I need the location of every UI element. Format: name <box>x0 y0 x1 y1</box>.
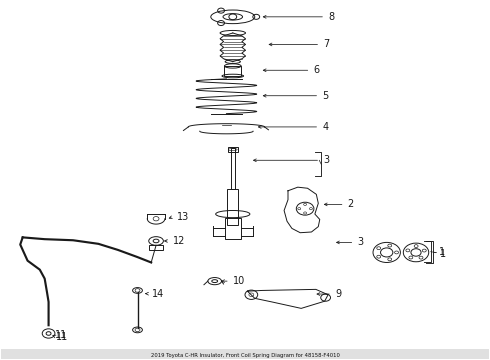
Text: 1: 1 <box>440 248 445 258</box>
Text: 13: 13 <box>176 212 189 221</box>
Bar <box>224 66 241 76</box>
Bar <box>231 148 235 189</box>
Text: 9: 9 <box>335 289 341 299</box>
Bar <box>0 348 490 360</box>
Bar <box>228 147 238 152</box>
Text: 7: 7 <box>323 40 329 49</box>
Text: 3: 3 <box>357 237 364 247</box>
Text: 4: 4 <box>322 122 328 132</box>
Text: 1: 1 <box>439 247 444 257</box>
Text: 11: 11 <box>56 332 69 342</box>
Bar <box>227 189 238 225</box>
Text: 10: 10 <box>233 276 245 286</box>
Text: 12: 12 <box>172 236 185 246</box>
Text: 8: 8 <box>328 12 334 22</box>
Bar <box>225 218 241 239</box>
Text: 11: 11 <box>55 330 68 340</box>
Text: 5: 5 <box>322 91 328 101</box>
Text: 2: 2 <box>347 199 354 210</box>
Text: 14: 14 <box>152 289 165 299</box>
Text: 6: 6 <box>314 65 319 75</box>
Bar <box>149 245 163 249</box>
Text: 3: 3 <box>323 155 329 165</box>
Text: 2019 Toyota C-HR Insulator, Front Coil Spring Diagram for 48158-F4010: 2019 Toyota C-HR Insulator, Front Coil S… <box>150 352 340 357</box>
